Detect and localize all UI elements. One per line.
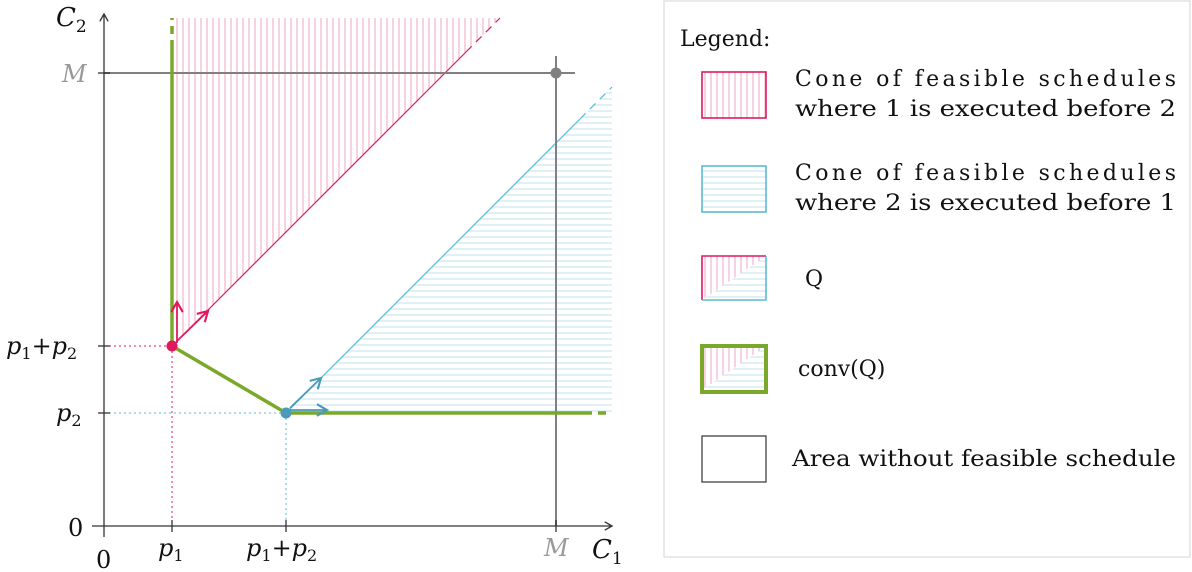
point-2-before-1 bbox=[280, 407, 292, 419]
cone-1-boundary bbox=[171, 51, 467, 347]
cone-2-boundary-dashed bbox=[579, 86, 613, 120]
x-axis-label: C1 bbox=[592, 535, 623, 569]
legend-item-1-line1: Cone of feasible schedules bbox=[795, 67, 1176, 92]
origin-y-zero: 0 bbox=[68, 514, 83, 542]
cone-2-boundary bbox=[285, 118, 581, 414]
legend-swatch-cone-2 bbox=[701, 165, 767, 213]
x-tick-label-m: M bbox=[543, 534, 570, 562]
point-1-before-2 bbox=[166, 340, 178, 352]
legend-item-4-label: conv(Q) bbox=[798, 357, 885, 382]
legend-swatch-q bbox=[701, 255, 767, 301]
x-tick-label-p1p2: p1+p2 bbox=[246, 534, 317, 565]
legend-item-5-label: Area without feasible schedule bbox=[791, 447, 1176, 472]
legend-swatch-cone-1 bbox=[701, 71, 767, 119]
legend-item-2-line2: where 2 is executed before 1 bbox=[795, 191, 1176, 216]
legend: Legend: Cone of feasible schedules where… bbox=[663, 0, 1191, 558]
y-axis-label: C2 bbox=[56, 3, 87, 37]
x-tick-label-p1: p1 bbox=[158, 534, 184, 565]
legend-item-1-line2: where 1 is executed before 2 bbox=[795, 97, 1176, 122]
legend-item-2-line1: Cone of feasible schedules bbox=[795, 161, 1176, 186]
legend-swatch-empty-area bbox=[701, 435, 767, 483]
legend-item-3-label: Q bbox=[805, 267, 823, 292]
y-tick-label-m: M bbox=[61, 60, 88, 88]
origin-x-zero: 0 bbox=[96, 546, 111, 572]
legend-title: Legend: bbox=[680, 27, 770, 52]
blue-diagonal-arrow bbox=[289, 376, 323, 409]
legend-swatch-conv-q bbox=[700, 344, 768, 394]
pink-diagonal-arrow bbox=[176, 309, 210, 342]
point-m-m bbox=[550, 67, 562, 79]
conv-q-boundary bbox=[170, 48, 584, 415]
y-tick-label-p2: p2 bbox=[56, 399, 82, 430]
y-tick-label-p1p2: p1+p2 bbox=[6, 332, 77, 363]
